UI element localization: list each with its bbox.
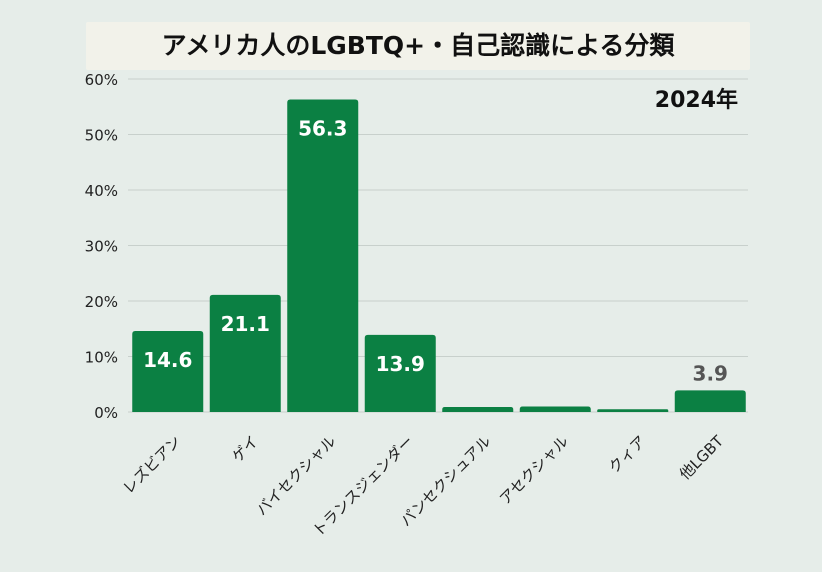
x-category-label: 他LGBT	[676, 432, 728, 484]
bar	[597, 409, 669, 412]
data-label: 14.6	[143, 348, 192, 372]
bar	[287, 99, 359, 412]
data-label: 21.1	[221, 312, 270, 336]
x-category-label: クィア	[605, 432, 650, 477]
bar	[674, 390, 746, 412]
x-category-label: ゲイ	[228, 432, 262, 466]
y-tick-label: 60%	[85, 71, 118, 89]
bar	[442, 407, 514, 412]
y-tick-label: 0%	[94, 404, 118, 422]
data-label: 56.3	[298, 117, 347, 141]
title-box: アメリカ人のLGBTQ+・自己認識による分類	[86, 22, 750, 70]
data-label: 3.9	[693, 361, 728, 385]
bar	[519, 406, 591, 412]
bar	[209, 294, 281, 412]
x-category-label: バイセクシャル	[253, 432, 340, 519]
y-tick-label: 40%	[85, 182, 118, 200]
y-tick-label: 20%	[85, 293, 118, 311]
data-label: 13.9	[376, 352, 425, 376]
y-tick-label: 30%	[85, 238, 118, 256]
bar	[364, 334, 436, 412]
bar	[132, 330, 204, 412]
chart-title: アメリカ人のLGBTQ+・自己認識による分類	[161, 31, 675, 60]
x-category-label: アセクシャル	[496, 432, 572, 508]
x-category-label: レズビアン	[119, 432, 184, 497]
y-tick-label: 50%	[85, 127, 118, 145]
y-tick-label: 10%	[85, 349, 118, 367]
chart-subtitle: 2024年	[654, 88, 738, 113]
